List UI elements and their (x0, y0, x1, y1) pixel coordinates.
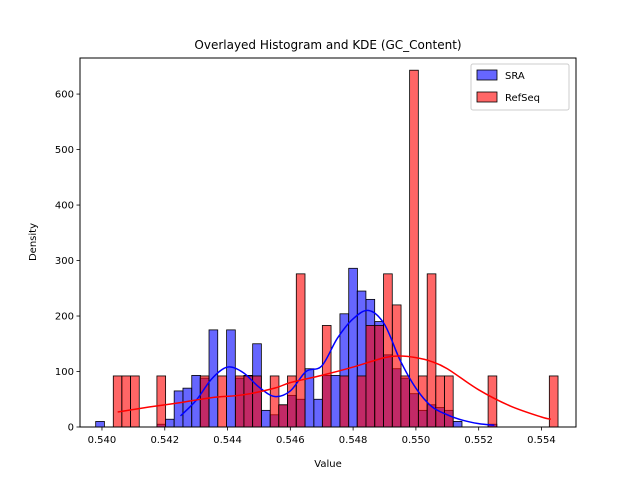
refseq-bar (130, 375, 140, 428)
refseq-bar (374, 325, 384, 428)
sra-bar (173, 390, 184, 428)
refseq-bar (234, 375, 245, 428)
refseq-bar (243, 375, 253, 428)
chart-title: Overlayed Histogram and KDE (GC_Content) (194, 38, 461, 52)
sra-bar (261, 409, 271, 428)
refseq-bar (365, 325, 376, 428)
sra-bar (313, 398, 323, 428)
x-tick-label: 0.542 (150, 435, 179, 446)
x-tick-label: 0.546 (276, 435, 305, 446)
kde-lines (117, 309, 552, 427)
refseq-bar (487, 375, 498, 428)
refseq-bar (217, 375, 227, 428)
legend-label-sra: SRA (505, 71, 525, 82)
y-tick-label: 0 (68, 423, 74, 434)
legend-label-refseq: RefSeq (505, 93, 540, 104)
x-tick-label: 0.550 (402, 435, 431, 446)
legend-swatch-sra (476, 69, 498, 81)
y-tick-label: 400 (55, 201, 74, 212)
y-axis-ticks: 0 100 200 300 400 500 600 (55, 90, 80, 434)
refseq-bar (409, 69, 419, 428)
y-tick-label: 500 (55, 145, 74, 156)
legend-swatch-refseq (476, 91, 498, 103)
sra-bar (164, 418, 175, 428)
refseq-bar (278, 404, 288, 428)
refseq-bar (400, 375, 410, 428)
x-tick-label: 0.544 (213, 435, 242, 446)
sra-bar (452, 421, 463, 428)
refseq-bar (435, 375, 445, 428)
sra-kde-line (179, 309, 495, 427)
refseq-bar (295, 273, 306, 428)
refseq-bar (121, 375, 131, 428)
x-tick-label: 0.554 (527, 435, 556, 446)
refseq-bar (356, 375, 367, 428)
refseq-bar (383, 273, 393, 428)
sra-bar (95, 421, 105, 428)
refseq-bar (156, 375, 167, 428)
refseq-bar (269, 375, 280, 428)
refseq-bar (321, 325, 332, 428)
refseq-bar (112, 375, 123, 428)
y-axis-label: Density (28, 223, 39, 261)
sra-bar (208, 329, 219, 428)
sra-bar (348, 267, 358, 428)
y-tick-label: 300 (55, 256, 74, 267)
sra-bar (330, 374, 341, 428)
x-tick-label: 0.540 (88, 435, 117, 446)
x-tick-label: 0.552 (464, 435, 493, 446)
sra-bar (226, 329, 236, 428)
refseq-bar (252, 375, 262, 428)
refseq-bar (339, 375, 350, 428)
x-axis-label: Value (314, 459, 341, 470)
y-tick-label: 600 (55, 90, 74, 101)
x-tick-label: 0.548 (339, 435, 368, 446)
refseq-bars (112, 69, 559, 428)
refseq-kde-line (117, 355, 552, 420)
sra-bar (182, 387, 193, 428)
plot-frame (79, 57, 577, 428)
legend: SRA RefSeq (470, 63, 570, 111)
y-tick-label: 200 (55, 312, 74, 323)
refseq-bar (444, 375, 454, 428)
x-axis-ticks: 0.540 0.542 0.544 0.546 0.548 0.550 0.552 0.554 (88, 427, 556, 446)
refseq-bar (391, 304, 402, 428)
y-tick-label: 100 (55, 367, 74, 378)
